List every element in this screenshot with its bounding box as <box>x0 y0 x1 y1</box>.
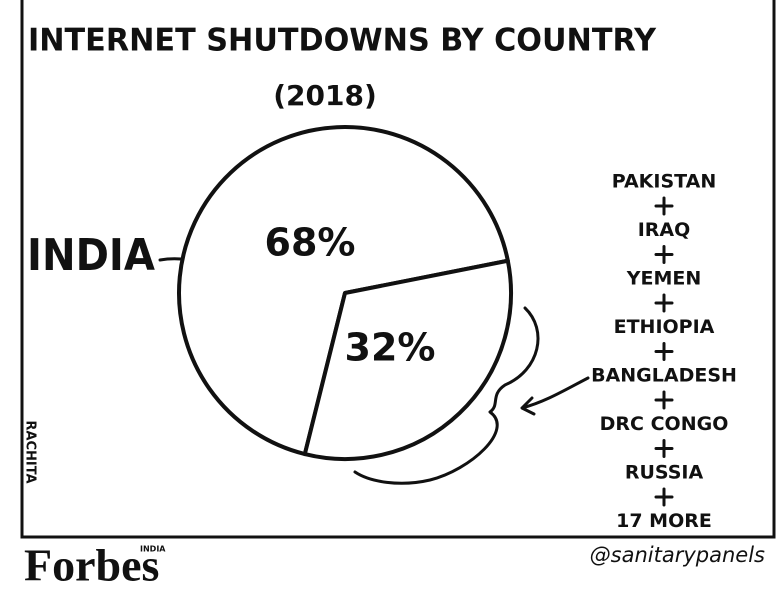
bracket <box>353 306 540 485</box>
frame <box>20 0 776 539</box>
country-label: DRC CONGO <box>600 413 729 435</box>
plus-sign <box>654 439 674 458</box>
pie-slice <box>302 258 513 461</box>
arrow <box>520 376 590 416</box>
artist-signature: RACHITA <box>23 420 38 483</box>
category-label: INDIA <box>27 230 155 281</box>
chart-subtitle: (2018) <box>273 79 377 112</box>
country-label: PAKISTAN <box>612 171 716 193</box>
country-label: ETHIOPIA <box>614 316 715 338</box>
credit: @sanitarypanels <box>590 543 765 567</box>
country-label: 17 MORE <box>616 510 712 532</box>
plus-sign <box>654 293 674 313</box>
logo-edition: INDIA <box>140 545 166 554</box>
value-label: 32% <box>345 326 436 370</box>
country-label: YEMEN <box>626 268 702 290</box>
pie-slice <box>177 125 510 457</box>
plus-sign <box>654 390 674 410</box>
chart-title: INTERNET SHUTDOWNS BY COUNTRY <box>28 23 657 59</box>
country-label: RUSSIA <box>625 462 704 484</box>
country-label: IRAQ <box>638 219 691 241</box>
logo: Forbes <box>24 540 159 591</box>
plus-sign <box>654 487 674 507</box>
country-label: BANGLADESH <box>591 365 737 387</box>
other-countries: PAKISTAN IRAQ YEMEN ETHIOPIA BANGLADESH DRC C… <box>591 171 737 533</box>
plus-sign <box>654 342 674 361</box>
value-label: 68% <box>265 221 356 265</box>
plus-sign <box>654 245 674 264</box>
plus-sign <box>654 196 674 216</box>
